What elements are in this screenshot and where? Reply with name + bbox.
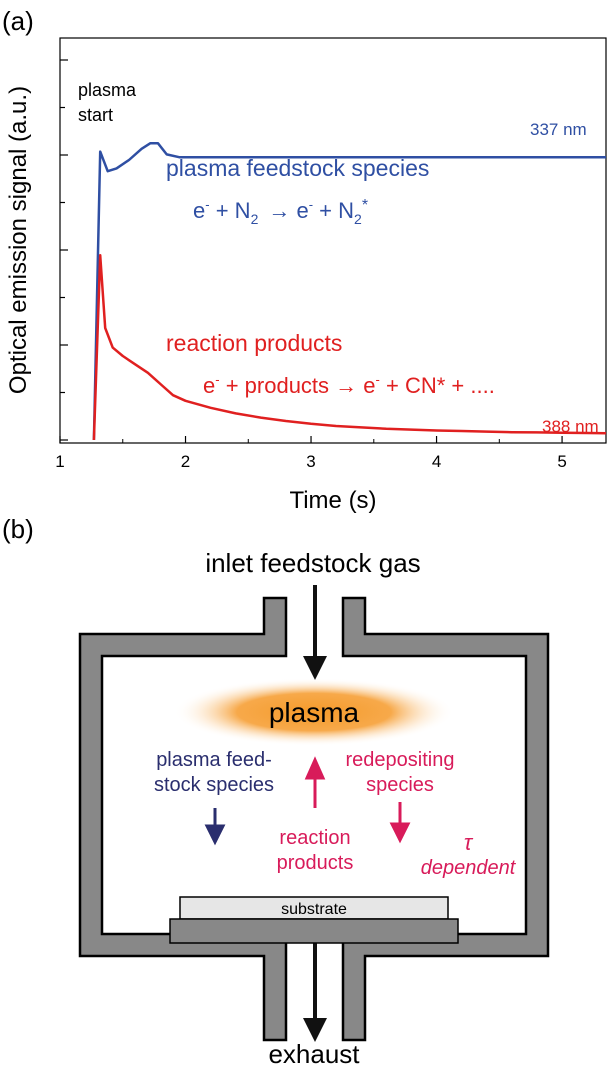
plasma-start-label-2: start: [78, 105, 113, 125]
plasma-label: plasma: [269, 697, 360, 728]
panel-b-label: (b): [2, 514, 34, 544]
y-ticks: [60, 59, 68, 441]
reaction-products-label-1: reaction: [279, 827, 350, 849]
red-equation: e- + products → e- + CN* + ....: [203, 372, 495, 398]
x-axis-label: Time (s): [289, 487, 376, 514]
x-tick-label-1: 1: [55, 452, 64, 471]
reaction-products-up-arrow: [304, 756, 326, 808]
blue-series-title: plasma feedstock species: [166, 155, 429, 181]
panel-a-label: (a): [2, 6, 34, 36]
blue-equation: e- + N2 → e- + N2*: [193, 197, 368, 227]
plasma-start-label-1: plasma: [78, 80, 137, 100]
plasma-glow: [174, 678, 454, 746]
redepositing-label-1: redepositing: [346, 749, 455, 771]
reaction-products-label-2: products: [277, 852, 354, 874]
chart-a: 1 2 3 4 5 Optical emission signal (a.u.) Tim…: [5, 37, 607, 514]
x-tick-label-4: 4: [432, 452, 441, 471]
chamber-wall-right: [341, 596, 550, 1042]
x-tick-label-2: 2: [181, 452, 190, 471]
red-wavelength-label: 388 nm: [542, 417, 599, 436]
dependent-label: dependent: [421, 857, 517, 879]
red-series-title: reaction products: [166, 330, 342, 356]
substrate-stage: substrate: [169, 896, 459, 944]
chamber-wall-left: [78, 596, 288, 1042]
series-line-388-nm: [92, 253, 607, 441]
plot-frame: [59, 37, 607, 444]
substrate-holder: [169, 918, 459, 944]
exhaust-label: exhaust: [268, 1039, 360, 1067]
chamber: [78, 596, 550, 1042]
x-tick-label-5: 5: [557, 452, 566, 471]
x-tick-label-3: 3: [306, 452, 315, 471]
feed-species-label-1: plasma feed-: [156, 749, 272, 771]
redepositing-label-2: species: [366, 774, 434, 796]
y-axis-label: Optical emission signal (a.u.): [5, 86, 32, 394]
series-lines: [92, 141, 607, 441]
redepositing-down-arrow: [389, 802, 411, 844]
inlet-label: inlet feedstock gas: [205, 548, 420, 578]
tau-symbol: τ: [464, 830, 474, 855]
series-line-337-nm: [92, 141, 606, 441]
x-ticks: 1 2 3 4 5: [55, 436, 567, 471]
blue-wavelength-label: 337 nm: [530, 120, 587, 139]
feed-species-down-arrow: [204, 808, 226, 846]
feed-species-label-2: stock species: [154, 774, 274, 796]
substrate-label: substrate: [281, 901, 347, 918]
